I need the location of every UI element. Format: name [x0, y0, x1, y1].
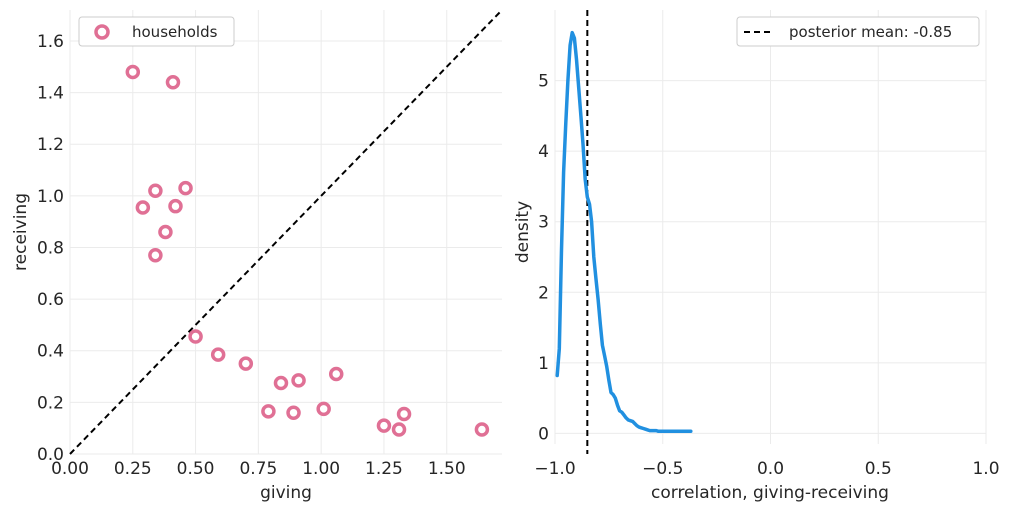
scatter-y-ticks: 0.0 0.2 0.4 0.6 0.8 1.0 1.2 1.4 1.6 — [37, 32, 64, 465]
household-point-1 — [165, 75, 181, 90]
scatter-y-tick-label-2: 0.4 — [37, 342, 64, 362]
scatter-legend-marker — [94, 24, 110, 40]
household-point-7 — [148, 247, 163, 263]
density-y-ticks: 0 1 2 3 4 5 — [538, 72, 549, 445]
density-y-tick-label-3: 3 — [538, 213, 549, 233]
scatter-y-tick-label-3: 0.6 — [37, 290, 64, 310]
scatter-x-tick-label-0: 0.00 — [51, 459, 89, 479]
density-x-tick-label-4: 1.0 — [972, 459, 999, 479]
density-legend-label: posterior mean: -0.85 — [789, 23, 952, 41]
household-point-11 — [273, 375, 289, 391]
scatter-legend-box — [78, 16, 235, 47]
density-y-label: density — [513, 201, 533, 263]
scatter-y-tick-label-4: 0.8 — [37, 238, 64, 258]
density-x-label: correlation, giving-receiving — [651, 483, 889, 503]
density-y-tick-label-5: 5 — [538, 72, 549, 92]
scatter-x-tick-label-2: 0.50 — [177, 459, 215, 479]
density-x-tick-label-3: 0.5 — [865, 459, 892, 479]
density-grid — [554, 10, 987, 444]
household-point-10 — [238, 356, 254, 371]
scatter-x-label: giving — [260, 483, 312, 503]
scatter-y-tick-label-1: 0.2 — [37, 393, 64, 413]
scatter-x-tick-label-4: 1.00 — [302, 459, 340, 479]
scatter-x-ticks: 0.00 0.25 0.50 0.75 1.00 1.25 1.50 — [51, 459, 466, 479]
scatter-y-tick-label-5: 1.0 — [37, 187, 64, 207]
scatter-y-label: receiving — [11, 193, 31, 271]
identity-reference-line — [69, 9, 503, 455]
household-point-2 — [148, 183, 163, 198]
density-x-tick-label-0: −1.0 — [534, 459, 575, 479]
household-point-6 — [158, 224, 173, 240]
density-y-tick-label-2: 2 — [538, 283, 549, 303]
household-point-8 — [188, 329, 203, 344]
household-point-5 — [168, 198, 183, 214]
household-point-9 — [210, 347, 226, 362]
household-point-17 — [376, 418, 392, 433]
scatter-x-tick-label-3: 0.75 — [239, 459, 277, 479]
scatter-legend: households — [78, 16, 235, 47]
density-x-ticks: −1.0 −0.5 0.0 0.5 1.0 — [534, 459, 999, 479]
household-point-20 — [474, 422, 490, 437]
household-point-0 — [125, 64, 141, 80]
household-point-15 — [286, 405, 301, 420]
household-point-12 — [291, 373, 306, 388]
density-x-tick-label-1: −0.5 — [642, 459, 683, 479]
household-point-3 — [178, 180, 193, 196]
household-point-4 — [135, 200, 151, 215]
scatter-y-tick-label-6: 1.2 — [37, 135, 64, 155]
density-y-tick-label-1: 1 — [538, 354, 549, 374]
scatter-panel: 0.00 0.25 0.50 0.75 1.00 1.25 1.50 0.00.20.40.… — [11, 9, 503, 503]
household-point-14 — [261, 404, 276, 419]
density-y-tick-label-0: 0 — [538, 424, 549, 444]
scatter-y-tick-label-8: 1.6 — [37, 32, 64, 52]
household-point-16 — [316, 401, 331, 417]
household-point-13 — [328, 366, 344, 382]
scatter-y-tick-label-0: 0.0 — [37, 445, 64, 465]
density-legend-box — [736, 16, 980, 47]
density-curve — [555, 30, 693, 434]
household-point-19 — [396, 406, 412, 422]
density-y-tick-label-4: 4 — [538, 142, 549, 162]
density-x-tick-label-2: 0.0 — [757, 459, 784, 479]
scatter-grid — [69, 10, 502, 455]
scatter-legend-label: households — [132, 23, 218, 41]
household-point-18 — [391, 422, 407, 437]
scatter-x-tick-label-5: 1.25 — [365, 459, 403, 479]
scatter-x-tick-label-6: 1.50 — [428, 459, 466, 479]
density-panel: −1.0 −0.5 0.0 0.5 1.0 0 1 2 3 4 5 correlation, gi… — [513, 10, 1000, 503]
scatter-x-tick-label-1: 0.25 — [114, 459, 152, 479]
density-legend: posterior mean: -0.85 — [736, 16, 980, 47]
scatter-points — [125, 64, 490, 437]
scatter-y-tick-label-7: 1.4 — [37, 84, 64, 104]
